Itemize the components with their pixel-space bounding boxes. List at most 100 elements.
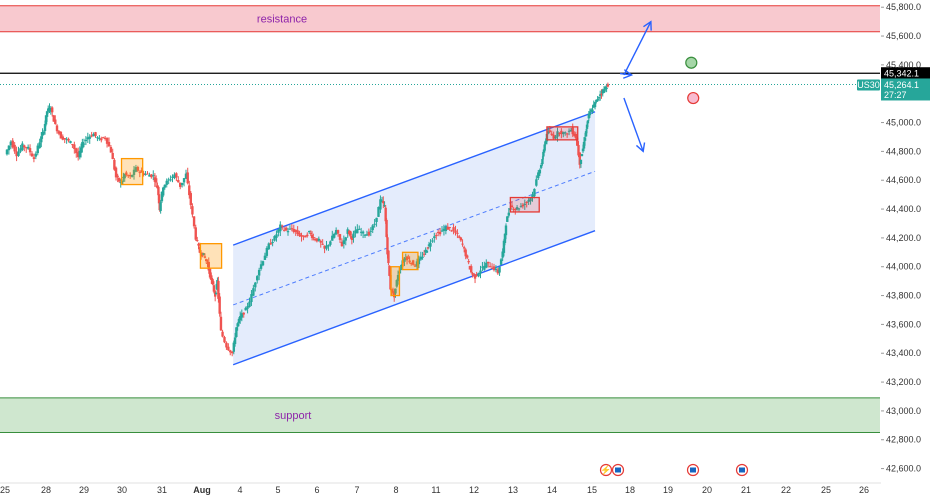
highlight-box-red bbox=[509, 196, 540, 213]
candle-body bbox=[593, 102, 597, 108]
candle-body bbox=[396, 274, 400, 282]
candle-body bbox=[242, 312, 245, 315]
candle-body bbox=[501, 251, 504, 258]
candle-body bbox=[159, 202, 162, 211]
candle-body bbox=[577, 145, 580, 156]
candle-body bbox=[319, 240, 322, 243]
candle-body bbox=[17, 151, 20, 156]
candle-body bbox=[15, 151, 18, 157]
candle-body bbox=[214, 292, 218, 294]
candle-body bbox=[5, 149, 9, 155]
candle-body bbox=[230, 351, 234, 354]
candle-body bbox=[28, 148, 32, 153]
candle-body bbox=[254, 282, 257, 288]
candle-body bbox=[571, 127, 574, 135]
candle-body bbox=[471, 273, 474, 275]
candle-body bbox=[7, 145, 11, 151]
candle-body bbox=[481, 266, 484, 268]
candle-body bbox=[435, 235, 438, 237]
candle-body bbox=[240, 313, 244, 318]
candle-body bbox=[179, 182, 182, 187]
candle-body bbox=[578, 152, 581, 165]
y-tick-label: 43,600.0 bbox=[886, 319, 921, 329]
channel-lower-line bbox=[232, 230, 596, 366]
candle-body bbox=[410, 263, 413, 265]
candle-body bbox=[233, 337, 237, 345]
candle-body bbox=[239, 316, 242, 321]
candle-body bbox=[167, 179, 170, 181]
candle-body bbox=[309, 233, 312, 235]
candle-body bbox=[229, 350, 232, 353]
candle-body bbox=[552, 134, 555, 139]
candle-body bbox=[313, 239, 317, 241]
candle-body bbox=[384, 207, 387, 222]
candle-body bbox=[354, 230, 357, 234]
candle-body bbox=[438, 231, 442, 235]
candle-body bbox=[584, 131, 588, 137]
candle-body bbox=[490, 267, 494, 269]
candle-body bbox=[344, 237, 347, 241]
candle-body bbox=[373, 223, 376, 225]
candle-body bbox=[385, 219, 388, 238]
candle-body bbox=[36, 145, 39, 154]
candle-body bbox=[386, 237, 389, 255]
candle-body bbox=[588, 111, 592, 116]
x-tick-label: 4 bbox=[237, 485, 242, 495]
x-tick-label: 8 bbox=[393, 485, 398, 495]
candle-body bbox=[535, 179, 538, 186]
candle-body bbox=[210, 275, 213, 281]
candle-body bbox=[429, 243, 432, 247]
candle-body bbox=[123, 174, 126, 179]
candle-body bbox=[547, 131, 550, 134]
candle-body bbox=[265, 247, 269, 256]
candle-body bbox=[394, 288, 397, 294]
candle-body bbox=[515, 207, 519, 210]
candle-body bbox=[591, 109, 594, 112]
candle-body bbox=[523, 203, 526, 205]
candle-body bbox=[225, 342, 228, 348]
candle-body bbox=[365, 234, 369, 236]
resistance-label: resistance bbox=[257, 14, 307, 26]
x-tick-label: 19 bbox=[663, 485, 673, 495]
candle-body bbox=[315, 238, 319, 242]
event-icon[interactable] bbox=[599, 463, 613, 477]
candle-body bbox=[44, 115, 48, 125]
candle-body bbox=[454, 230, 457, 233]
candle-body bbox=[290, 228, 294, 230]
candle-body bbox=[306, 234, 309, 237]
candle-body bbox=[582, 141, 586, 149]
candle-body bbox=[92, 133, 95, 137]
candle-body bbox=[144, 173, 147, 175]
candle-body bbox=[102, 137, 105, 139]
candle-body bbox=[525, 201, 528, 203]
candle-body bbox=[323, 245, 326, 249]
candle-body bbox=[81, 142, 84, 149]
candle-body bbox=[114, 167, 118, 178]
candle-body bbox=[65, 138, 68, 140]
candle-body bbox=[329, 241, 332, 245]
candle-body bbox=[499, 259, 503, 265]
x-tick-label: 22 bbox=[781, 485, 791, 495]
candle-body bbox=[346, 229, 349, 234]
candle-body bbox=[560, 130, 563, 135]
candle-body bbox=[300, 235, 303, 237]
candle-body bbox=[63, 138, 66, 140]
candle-body bbox=[256, 276, 259, 281]
channel-mid-line bbox=[232, 170, 596, 306]
candle-body bbox=[206, 262, 209, 264]
candle-body bbox=[154, 178, 158, 183]
candle-body bbox=[388, 265, 391, 276]
candle-body bbox=[71, 144, 74, 146]
candle-body bbox=[529, 197, 532, 202]
candle-body bbox=[391, 291, 395, 293]
candle-body bbox=[541, 159, 544, 165]
candle-body bbox=[358, 228, 361, 230]
candle-body bbox=[127, 175, 130, 177]
candle-body bbox=[30, 153, 34, 157]
candle-body bbox=[302, 235, 305, 237]
channel-upper-line bbox=[232, 111, 596, 246]
candle-body bbox=[312, 237, 315, 239]
y-tick-label: 45,800.0 bbox=[886, 2, 921, 12]
candle-body bbox=[590, 109, 593, 112]
candle-body bbox=[542, 151, 545, 157]
